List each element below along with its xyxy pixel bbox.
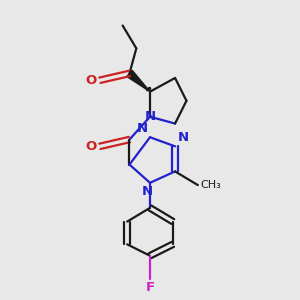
Polygon shape [127,70,150,92]
Text: N: N [136,122,148,135]
Text: N: N [142,185,153,198]
Text: N: N [144,110,156,123]
Text: CH₃: CH₃ [200,180,221,190]
Text: O: O [85,140,96,153]
Text: O: O [85,74,96,87]
Text: N: N [177,131,188,144]
Text: F: F [146,281,154,294]
